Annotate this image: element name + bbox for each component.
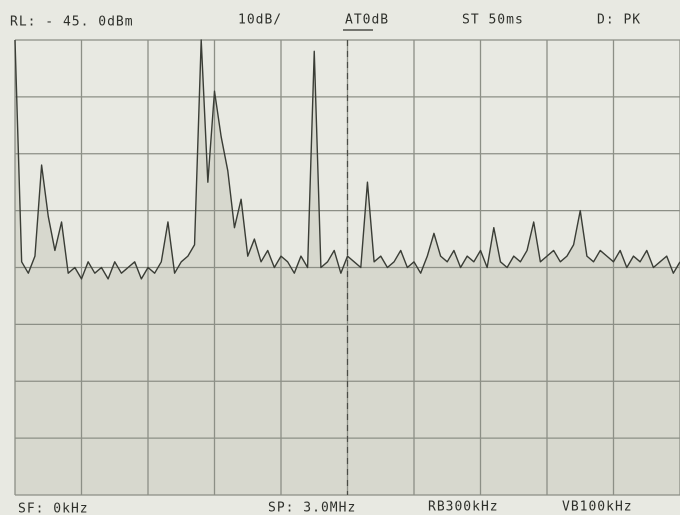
resolution-bandwidth: RB300kHz — [428, 500, 499, 515]
sweep-time: ST 50ms — [462, 13, 524, 28]
scale: 10dB/ — [238, 13, 282, 28]
video-bandwidth: VB100kHz — [562, 500, 633, 515]
plot — [14, 39, 680, 496]
trace — [14, 39, 680, 280]
reference-level: RL: - 45. 0dBm — [10, 15, 134, 30]
attenuation: AT0dB — [345, 13, 389, 28]
start-frequency: SF: 0kHz — [18, 502, 89, 515]
detector: D: PK — [597, 13, 641, 28]
span: SP: 3.0MHz — [268, 501, 356, 515]
